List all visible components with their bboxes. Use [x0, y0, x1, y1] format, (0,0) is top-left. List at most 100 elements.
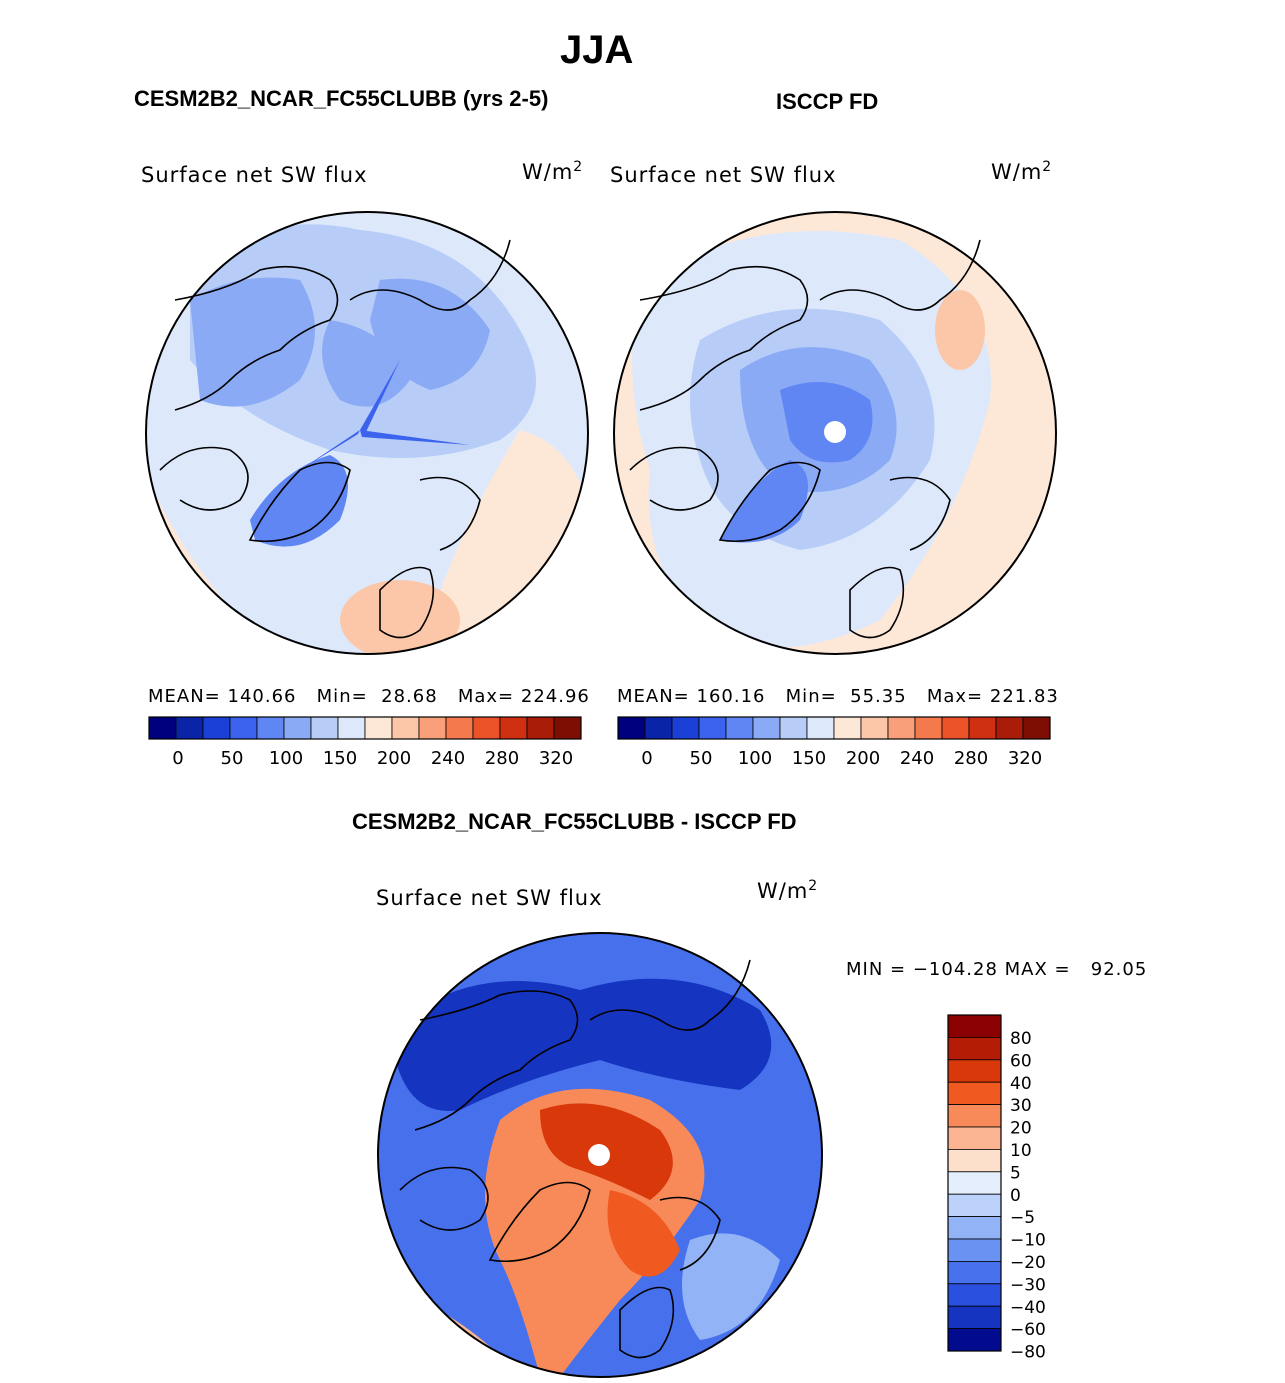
diff-coastlines	[399, 959, 751, 1359]
obs-colorbar-swatch	[698, 716, 727, 740]
diff-field-se-light	[682, 1233, 780, 1340]
model-field-greenland	[250, 455, 348, 547]
model-colorbar-frame	[148, 716, 582, 740]
obs-mean-value: 160.16	[696, 686, 766, 707]
model-colorbar-swatch	[391, 716, 420, 740]
model-max-label: Max=	[457, 686, 515, 707]
model-colorbar-swatch	[418, 716, 447, 740]
obs-colorbar-swatch	[671, 716, 700, 740]
diff-colorbar-tick-label: 80	[1010, 1029, 1032, 1049]
obs-colorbar-tick-label: 50	[690, 748, 713, 769]
diff-colorbar-swatch	[947, 1171, 1002, 1195]
diff-colorbar-swatch	[947, 1328, 1002, 1352]
diff-colorbar-tick-label: 10	[1010, 1141, 1032, 1161]
model-min-label: Min=	[316, 686, 368, 707]
diff-colorbar-tick-label: −40	[1010, 1298, 1046, 1318]
obs-colorbar-tick-label: 150	[792, 748, 826, 769]
obs-units-exponent: 2	[1042, 159, 1053, 175]
obs-field-core	[780, 382, 873, 463]
diff-colorbar-swatch	[947, 1059, 1002, 1083]
model-field-scandinavia	[340, 580, 460, 654]
obs-colorbar-tick-label: 240	[900, 748, 934, 769]
model-panel-heading: CESM2B2_NCAR_FC55CLUBB (yrs 2-5)	[134, 86, 549, 111]
model-colorbar-tick-label: 320	[539, 748, 573, 769]
model-colorbar-tick-label: 0	[172, 748, 183, 769]
diff-colorbar-tick-label: 5	[1010, 1163, 1021, 1183]
model-coastlines	[159, 239, 511, 639]
model-colorbar-swatch	[283, 716, 312, 740]
model-colorbar-tick-label: 280	[485, 748, 519, 769]
obs-colorbar-swatch	[995, 716, 1024, 740]
obs-min-value: 55.35	[850, 686, 907, 707]
diff-pole-hole	[588, 1144, 610, 1166]
diff-colorbar-swatch	[947, 1216, 1002, 1240]
model-polar-map	[145, 211, 589, 655]
diff-polar-map	[377, 932, 823, 1378]
obs-colorbar-frame	[617, 716, 1051, 740]
model-colorbar-tick-label: 240	[431, 748, 465, 769]
model-units-exponent: 2	[573, 159, 584, 175]
diff-colorbar-swatch	[947, 1238, 1002, 1262]
diff-colorbar-swatch	[947, 1126, 1002, 1150]
diff-colorbar-tick-label: 30	[1010, 1096, 1032, 1116]
obs-pole-hole	[824, 421, 846, 443]
obs-colorbar-tick-label: 100	[738, 748, 772, 769]
obs-field-greenland	[720, 460, 808, 543]
model-colorbar-swatch	[310, 716, 339, 740]
diff-colorbar-swatch	[947, 1014, 1002, 1038]
obs-stats: MEAN= 160.16 Min= 55.35 Max= 221.83	[617, 686, 1059, 707]
diff-units-base: W/m	[757, 879, 809, 903]
model-mean-label: MEAN=	[148, 686, 221, 707]
model-units-label: W/m2	[522, 159, 583, 184]
obs-max-label: Max=	[926, 686, 984, 707]
diff-colorbar-swatch	[947, 1305, 1002, 1329]
diff-colorbar-tick-label: −80	[1010, 1343, 1046, 1363]
obs-variable-label: Surface net SW flux	[610, 163, 837, 187]
model-mean-value: 140.66	[227, 686, 297, 707]
figure-title: JJA	[560, 28, 634, 72]
obs-colorbar-swatch	[806, 716, 835, 740]
diff-field-north	[390, 978, 772, 1111]
model-colorbar-swatch	[202, 716, 231, 740]
diff-colorbar-swatch	[947, 1193, 1002, 1217]
model-colorbar-swatch	[526, 716, 555, 740]
obs-colorbar-swatch	[941, 716, 970, 740]
model-colorbar-swatch	[472, 716, 501, 740]
obs-colorbar-swatch	[860, 716, 889, 740]
obs-colorbar-swatch	[752, 716, 781, 740]
diff-colorbar-tick-label: −60	[1010, 1320, 1046, 1340]
diff-colorbar-swatch	[947, 1283, 1002, 1307]
model-colorbar-swatch	[175, 716, 204, 740]
obs-coastlines	[629, 239, 981, 639]
diff-colorbar-tick-label: −30	[1010, 1275, 1046, 1295]
diff-colorbar-tick-label: 40	[1010, 1074, 1032, 1094]
model-colorbar-swatch	[364, 716, 393, 740]
diff-colorbar-swatch	[947, 1104, 1002, 1128]
diff-units-exponent: 2	[808, 878, 819, 894]
diff-variable-label: Surface net SW flux	[376, 886, 603, 910]
diff-colorbar-swatch	[947, 1081, 1002, 1105]
model-colorbar-tick-label: 150	[323, 748, 357, 769]
diff-colorbar-tick-label: −5	[1010, 1208, 1035, 1228]
model-colorbar-tick-label: 100	[269, 748, 303, 769]
obs-colorbar-swatch	[779, 716, 808, 740]
diff-colorbar-tick-label: 20	[1010, 1119, 1032, 1139]
model-colorbar-swatch	[337, 716, 366, 740]
diff-colorbar-frame	[947, 1014, 1002, 1352]
model-colorbar-swatch	[256, 716, 285, 740]
obs-min-label: Min=	[785, 686, 837, 707]
diff-colorbar-tick-label: 60	[1010, 1051, 1032, 1071]
obs-colorbar-tick-label: 200	[846, 748, 880, 769]
model-variable-label: Surface net SW flux	[141, 163, 368, 187]
obs-map-border	[613, 211, 1057, 655]
diff-field-greenland-positive	[607, 1190, 680, 1277]
obs-colorbar-swatch	[833, 716, 862, 740]
obs-colorbar-swatch	[644, 716, 673, 740]
diff-colorbar-tick-label: −10	[1010, 1231, 1046, 1251]
diff-colorbar-swatch	[947, 1261, 1002, 1285]
model-colorbar-swatch	[499, 716, 528, 740]
model-field-pole-artifact	[300, 360, 470, 470]
obs-colorbar-swatch	[887, 716, 916, 740]
